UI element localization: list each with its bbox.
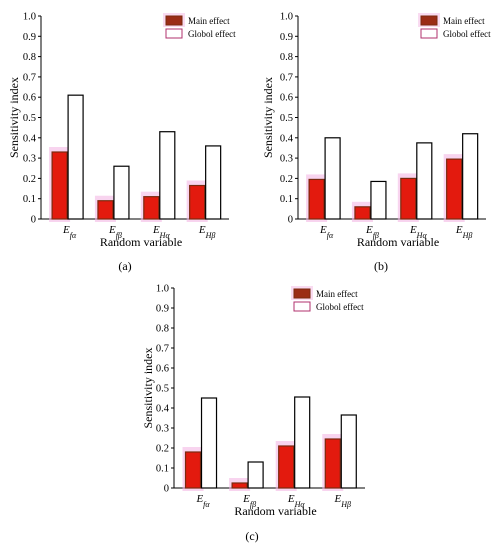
legend-label-global: Globol effect	[316, 302, 364, 312]
category-label: Efα	[62, 224, 77, 240]
y-tick-label: 0	[31, 215, 36, 226]
category-label: Efα	[195, 493, 210, 509]
x-axis-title: Random variable	[100, 235, 182, 249]
y-tick-label: 0.9	[280, 32, 293, 43]
category-label: EHβ	[198, 224, 216, 240]
main-effect-bar	[51, 151, 68, 220]
legend-label-global: Globol effect	[188, 29, 236, 39]
main-effect-bar	[278, 445, 295, 489]
y-tick-label: 0.7	[23, 72, 36, 83]
legend-swatch-main	[420, 15, 438, 26]
category-label: Efβ	[108, 224, 122, 240]
y-tick-label: 0.3	[280, 154, 293, 165]
y-tick-label: 0.2	[280, 174, 293, 185]
category-label: Efβ	[365, 224, 379, 240]
chart-panel-1: 0 0.1 0.2 0.3 0.4 0.5 0.6 0.7 0.8 0.9 1.0 Sensitivi…	[7, 12, 236, 274]
category-label: EHβ	[334, 493, 352, 509]
y-axis-title: Sensitivity index	[141, 348, 155, 429]
y-tick-label: 0.9	[23, 32, 36, 43]
legend-label-main: Main effect	[443, 16, 485, 26]
y-tick-label: 0.6	[23, 93, 36, 104]
y-axis-title: Sensitivity index	[7, 77, 21, 158]
panel-label: (c)	[245, 529, 258, 543]
legend-swatch-global	[293, 301, 311, 312]
y-tick-label: 0	[288, 215, 293, 226]
y-tick-label: 0	[164, 484, 169, 495]
main-effect-bar	[184, 451, 202, 489]
y-tick-label: 0.3	[23, 154, 36, 165]
y-tick-label: 0.5	[156, 384, 169, 395]
main-effect-bar	[97, 200, 114, 220]
chart-panel-2: 0 0.1 0.2 0.3 0.4 0.5 0.6 0.7 0.8 0.9 1.0 Sensitivi…	[261, 12, 491, 274]
legend-label-global: Globol effect	[443, 29, 491, 39]
category-label: EHα	[152, 224, 171, 240]
legend-swatch-main	[293, 288, 311, 299]
category-label: EHα	[287, 493, 306, 509]
legend-swatch-main	[165, 15, 183, 26]
y-tick-label: 0.1	[23, 194, 36, 205]
y-tick-label: 0.6	[156, 364, 169, 375]
y-tick-label: 0.4	[280, 133, 294, 144]
y-tick-label: 0.8	[156, 324, 169, 335]
legend: Main effect Globol effect	[418, 13, 491, 39]
main-effect-bar	[354, 206, 371, 220]
global-effect-bar	[370, 180, 387, 220]
main-effect-bar	[189, 184, 206, 220]
y-tick-label: 0.4	[23, 133, 37, 144]
global-effect-bar	[324, 137, 341, 220]
panel-label: (a)	[118, 259, 131, 273]
main-effect-bar	[231, 482, 248, 489]
y-tick-label: 0.6	[280, 93, 293, 104]
panel-label: (b)	[374, 259, 388, 273]
y-tick-label: 1.0	[280, 12, 293, 23]
global-effect-bar	[247, 461, 264, 489]
category-label: Efα	[319, 224, 334, 240]
category-label: Efβ	[242, 493, 256, 509]
global-effect-bar	[462, 133, 479, 220]
main-effect-bar	[324, 438, 341, 489]
main-effect-bar	[308, 178, 325, 220]
legend-label-main: Main effect	[316, 289, 358, 299]
y-tick-label: 0.7	[156, 344, 169, 355]
y-axis-title: Sensitivity index	[261, 77, 275, 158]
global-effect-bar	[340, 414, 357, 489]
y-tick-label: 0.1	[156, 464, 169, 475]
global-effect-bar	[200, 397, 218, 489]
legend: Main effect Globol effect	[291, 286, 364, 312]
y-tick-label: 0.5	[23, 113, 36, 124]
main-effect-bar	[143, 196, 160, 220]
y-tick-label: 0.2	[23, 174, 36, 185]
y-tick-label: 0.8	[280, 52, 293, 63]
global-effect-bar	[416, 142, 433, 220]
legend-label-main: Main effect	[188, 16, 230, 26]
y-tick-label: 0.3	[156, 424, 169, 435]
y-tick-label: 0.1	[280, 194, 293, 205]
main-effect-bar	[400, 177, 417, 220]
y-tick-label: 1.0	[23, 12, 36, 23]
global-effect-bar	[67, 94, 84, 220]
x-axis-title: Random variable	[234, 504, 316, 518]
x-axis-title: Random variable	[357, 235, 439, 249]
global-effect-bar	[205, 145, 222, 220]
category-label: EHβ	[455, 224, 473, 240]
y-tick-label: 0.9	[156, 304, 169, 315]
legend-swatch-global	[165, 28, 183, 39]
global-effect-bar	[113, 165, 130, 220]
y-tick-label: 0.8	[23, 52, 36, 63]
legend: Main effect Globol effect	[163, 13, 236, 39]
y-tick-label: 0.5	[280, 113, 293, 124]
y-tick-label: 0.4	[156, 404, 170, 415]
legend-swatch-global	[420, 28, 438, 39]
category-label: EHα	[409, 224, 428, 240]
y-tick-label: 1.0	[156, 284, 169, 295]
y-tick-label: 0.2	[156, 444, 169, 455]
y-tick-label: 0.7	[280, 72, 293, 83]
main-effect-bar	[446, 158, 463, 220]
chart-panel-3: 0 0.1 0.2 0.3 0.4 0.5 0.6 0.7 0.8 0.9 1.0 Sensitivi…	[141, 284, 365, 543]
global-effect-bar	[159, 131, 176, 220]
global-effect-bar	[294, 396, 311, 489]
